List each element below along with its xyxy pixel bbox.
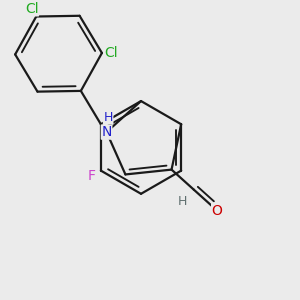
- Text: Cl: Cl: [25, 2, 38, 16]
- Text: F: F: [88, 169, 96, 183]
- Text: N: N: [101, 125, 112, 139]
- Text: H: H: [178, 195, 188, 208]
- Text: O: O: [212, 204, 223, 218]
- Text: H: H: [103, 111, 113, 124]
- Text: Cl: Cl: [104, 46, 118, 60]
